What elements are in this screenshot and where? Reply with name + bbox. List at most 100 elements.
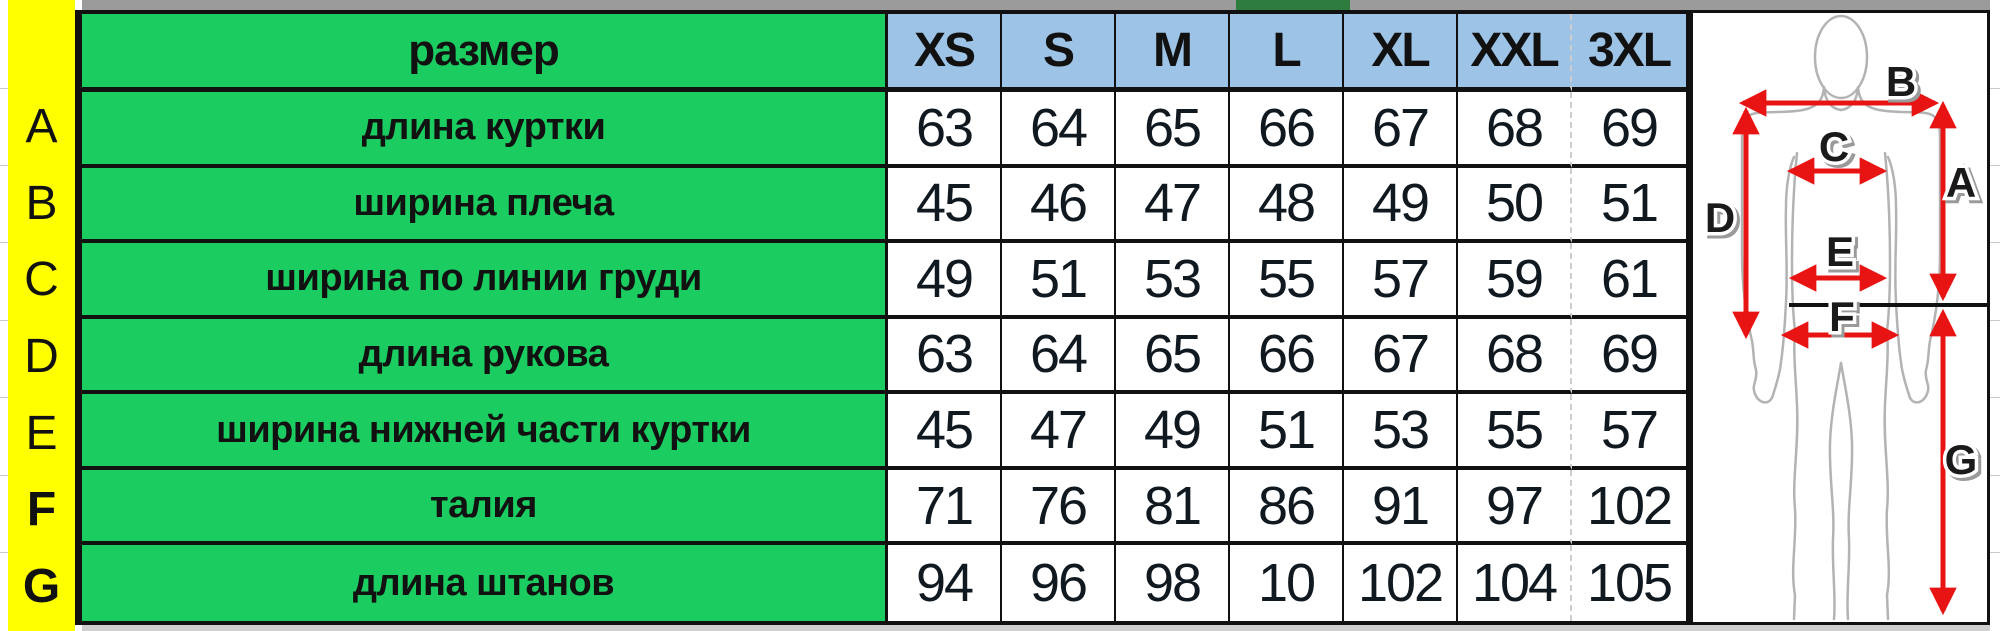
gridline — [1990, 88, 2000, 89]
svg-text:G: G — [1948, 439, 1981, 486]
size-value-cell[interactable]: 47 — [1116, 167, 1230, 244]
size-value-cell[interactable]: 50 — [1458, 167, 1572, 244]
size-value-cell[interactable]: 96 — [1002, 545, 1116, 621]
gridline — [1990, 397, 2000, 398]
row-letter[interactable]: E — [25, 406, 58, 460]
measurement-arrows — [1732, 89, 1957, 616]
size-value-cell[interactable]: 64 — [1002, 92, 1116, 168]
row-letter[interactable]: D — [24, 329, 59, 383]
size-value-cell[interactable]: 59 — [1458, 243, 1572, 319]
measurement-label-cell[interactable]: талия — [82, 469, 888, 546]
size-value-cell[interactable]: 86 — [1230, 469, 1344, 546]
size-value-cell[interactable]: 49 — [1116, 394, 1230, 470]
size-header-cell[interactable]: XS — [888, 14, 1002, 92]
size-value-cell[interactable]: 102 — [1572, 470, 1686, 546]
measurement-label-cell[interactable]: длина рукова — [82, 318, 888, 395]
size-value-cell[interactable]: 67 — [1344, 318, 1458, 395]
diagram-label-b: B — [1886, 58, 1916, 105]
size-corner-header[interactable]: размер — [82, 14, 888, 92]
size-value-cell[interactable]: 53 — [1344, 394, 1458, 470]
body-diagram-svg: A A B B C C D D E E F F G G — [1701, 14, 1987, 621]
diagram-label-e: E — [1826, 228, 1854, 275]
row-letter[interactable]: C — [24, 253, 59, 307]
svg-text:D: D — [1708, 197, 1738, 244]
diagram-label-g: G — [1945, 436, 1978, 483]
size-header-cell[interactable]: S — [1002, 14, 1116, 92]
row-letter[interactable]: G — [22, 560, 61, 614]
size-value-cell[interactable]: 47 — [1002, 394, 1116, 470]
size-value-cell[interactable]: 66 — [1230, 92, 1344, 168]
size-value-cell[interactable]: 91 — [1344, 469, 1458, 546]
size-value-cell[interactable]: 69 — [1572, 92, 1686, 168]
size-value-cell[interactable]: 57 — [1572, 394, 1686, 470]
bottom-edge — [82, 625, 1990, 631]
gridline — [1990, 320, 2000, 321]
right-margin — [1990, 0, 2000, 631]
gridline — [1990, 165, 2000, 166]
size-header-cell[interactable]: M — [1116, 14, 1230, 92]
diagram-labels: A A B B C C D D E E F F G G — [1701, 55, 1984, 490]
size-value-cell[interactable]: 102 — [1344, 545, 1458, 621]
size-value-cell[interactable]: 81 — [1116, 469, 1230, 546]
left-margin — [0, 0, 8, 631]
size-value-cell[interactable]: 66 — [1230, 318, 1344, 395]
size-value-cell[interactable]: 64 — [1002, 318, 1116, 395]
size-value-cell[interactable]: 68 — [1458, 92, 1572, 168]
gridline — [0, 397, 8, 398]
row-letter[interactable]: A — [25, 99, 58, 153]
size-value-cell[interactable]: 63 — [888, 92, 1002, 168]
size-value-cell[interactable]: 98 — [1116, 545, 1230, 621]
size-value-cell[interactable]: 61 — [1572, 243, 1686, 319]
size-value-cell[interactable]: 49 — [1344, 167, 1458, 244]
row-letter[interactable]: F — [26, 483, 57, 537]
size-value-cell[interactable]: 45 — [888, 167, 1002, 244]
size-value-cell[interactable]: 51 — [1002, 243, 1116, 319]
size-value-cell[interactable]: 65 — [1116, 318, 1230, 395]
size-value-cell[interactable]: 51 — [1572, 168, 1686, 244]
row-letter[interactable]: B — [25, 176, 58, 230]
size-value-cell[interactable]: 46 — [1002, 167, 1116, 244]
size-value-cell[interactable]: 71 — [888, 469, 1002, 546]
gridline — [1990, 242, 2000, 243]
size-value-cell[interactable]: 49 — [888, 243, 1002, 319]
gridline — [0, 475, 8, 476]
size-value-cell[interactable]: 65 — [1116, 92, 1230, 168]
size-value-cell[interactable]: 57 — [1344, 243, 1458, 319]
diagram-label-f: F — [1829, 293, 1855, 340]
size-header-cell[interactable]: XXL — [1458, 14, 1572, 92]
measurement-label-cell[interactable]: ширина по линии груди — [82, 243, 888, 319]
size-value-cell[interactable]: 48 — [1230, 167, 1344, 244]
size-header-cell[interactable]: 3XL — [1572, 14, 1686, 92]
gridline — [0, 88, 8, 89]
size-value-cell[interactable]: 68 — [1458, 318, 1572, 395]
measurement-label-cell[interactable]: длина куртки — [82, 92, 888, 168]
size-value-cell[interactable]: 53 — [1116, 243, 1230, 319]
size-value-cell[interactable]: 55 — [1458, 394, 1572, 470]
measurement-label-cell[interactable]: ширина плеча — [82, 167, 888, 244]
size-value-cell[interactable]: 76 — [1002, 469, 1116, 546]
size-value-cell[interactable]: 97 — [1458, 469, 1572, 546]
size-value-cell[interactable]: 105 — [1586, 553, 1673, 614]
diagram-label-d: D — [1705, 194, 1735, 241]
size-value-cell[interactable]: 67 — [1344, 92, 1458, 168]
size-header-cell[interactable]: L — [1230, 14, 1344, 92]
size-value-cell[interactable]: 94 — [888, 545, 1002, 621]
size-value-cell[interactable]: 63 — [888, 318, 1002, 395]
measurement-label-cell[interactable]: длина штанов — [82, 545, 888, 621]
size-value-cell[interactable]: 55 — [1230, 243, 1344, 319]
gridline — [1990, 475, 2000, 476]
size-header-cell[interactable]: XL — [1344, 14, 1458, 92]
size-value-cell[interactable]: 51 — [1230, 394, 1344, 470]
size-value-cell[interactable]: 104 — [1458, 545, 1572, 621]
svg-text:A: A — [1949, 162, 1979, 209]
diagram-label-c: C — [1819, 123, 1849, 170]
size-value-cell[interactable]: 10 — [1230, 545, 1344, 621]
measurement-label-cell[interactable]: ширина нижней части куртки — [82, 394, 888, 470]
size-value-cell[interactable]: 69 — [1572, 319, 1686, 395]
gridline — [0, 320, 8, 321]
svg-text:E: E — [1829, 231, 1857, 278]
size-value-cell[interactable]: 45 — [888, 394, 1002, 470]
